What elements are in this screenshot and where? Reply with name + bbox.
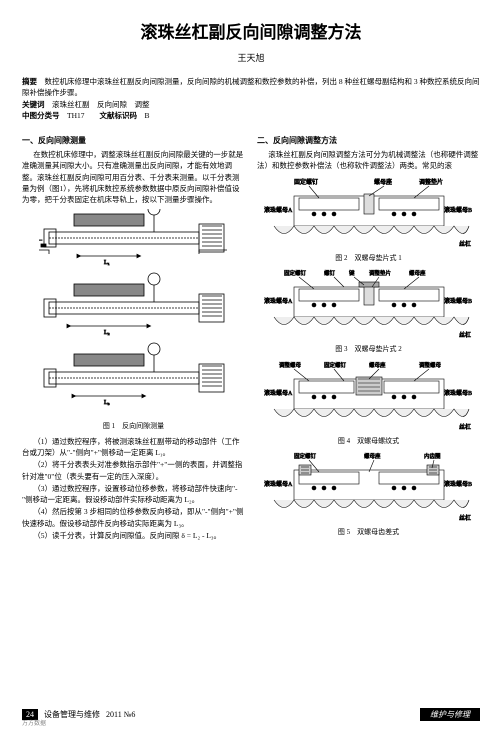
list-item: （4）然后按第 3 步相同的位移参数反向移动，即从"-"侧向"+"侧快速移动。假…: [22, 506, 245, 529]
list-item: （2）将千分表表头对准参数指示部件"+"一侧的表面，并调整指针对准"0"位（表头…: [22, 459, 245, 482]
doccode: B: [145, 111, 150, 120]
svg-text:螺母座: 螺母座: [374, 178, 392, 186]
figure-1-caption: 图 1 反向间隙测量: [22, 421, 245, 432]
svg-text:内齿圈: 内齿圈: [424, 452, 441, 460]
svg-text:固定螺钉: 固定螺钉: [324, 361, 347, 369]
svg-text:滚珠螺母B: 滚珠螺母B: [444, 389, 472, 397]
source-watermark: 万方数据: [22, 718, 46, 727]
svg-text:滚珠螺母A: 滚珠螺母A: [264, 389, 293, 397]
figure-3: 固定螺钉 螺钉 键 调整垫片 螺母座 滚珠螺母A 滚珠螺母B 丝杠: [257, 267, 480, 355]
section-2-heading: 二、反向间隙调整方法: [257, 135, 480, 147]
list-item: （3）通过数控程序，设置移动位移参数，将移动部件快速向"-"侧移动一定距离。假设…: [22, 483, 245, 506]
svg-text:−: −: [39, 238, 43, 244]
list-item: （5）读千分表，计算反向间隙值。反向间隙 δ = L₂ - L₃。: [22, 530, 245, 541]
svg-text:螺母座: 螺母座: [409, 269, 426, 277]
figure-2: 固定螺钉 螺母座 调整垫片 滚珠螺母A 滚珠螺母B 丝杠: [257, 176, 480, 264]
issue-number: 2011 №6: [106, 710, 135, 719]
list-item: （1）通过数控程序，将被测滚珠丝杠副带动的移动部件（工作台或刀架）从"-"侧向"…: [22, 436, 245, 459]
figure-1: L₁ −: [22, 209, 245, 432]
svg-text:滚珠螺母A: 滚珠螺母A: [264, 297, 293, 305]
figure-5: 固定螺钉 螺母座 内齿圈 滚珠螺母A 滚珠螺母B 丝杠: [257, 450, 480, 538]
page-title: 滚珠丝杠副反向间隙调整方法: [22, 18, 480, 43]
page-footer: 24 设备管理与维修 2011 №6 维护与修理: [0, 708, 502, 721]
svg-text:丝杠: 丝杠: [459, 240, 471, 248]
keywords-label: 关键词: [22, 100, 45, 109]
author: 王天旭: [22, 51, 480, 64]
magazine-name: 设备管理与维修: [44, 709, 100, 720]
abstract-text: 数控机床修理中滚珠丝杠副反向间隙测量，反向间隙的机械调整和数控参数的补偿，列出 …: [22, 77, 480, 97]
section-badge: 维护与修理: [420, 708, 480, 721]
section-1-para-1: 在数控机床修理中，调整滚珠丝杠副反向间隙最关键的一步就是准确测量其间隙大小。只有…: [22, 149, 245, 205]
section-2-para-1: 滚珠丝杠副反向间隙调整方法可分为机械调整法（也称硬件调整法）和数控参数补偿法（也…: [257, 149, 480, 172]
abstract-block: 摘要 数控机床修理中滚珠丝杠副反向间隙测量，反向间隙的机械调整和数控参数的补偿，…: [22, 76, 480, 121]
two-column-layout: 一、反向间隙测量 在数控机床修理中，调整滚珠丝杠副反向间隙最关键的一步就是准确测…: [22, 131, 480, 542]
svg-text:L₂: L₂: [104, 330, 110, 336]
figure-3-caption: 图 3 双螺母垫片式 2: [257, 344, 480, 355]
svg-text:调整垫片: 调整垫片: [369, 269, 391, 277]
svg-text:滚珠螺母A: 滚珠螺母A: [264, 480, 293, 488]
svg-text:螺钉: 螺钉: [324, 269, 336, 277]
classnum-label: 中图分类号: [22, 111, 60, 120]
svg-text:固定螺钉: 固定螺钉: [284, 269, 307, 277]
svg-text:L₃: L₃: [104, 400, 110, 406]
section-1-steps: （1）通过数控程序，将被测滚珠丝杠副带动的移动部件（工作台或刀架）从"-"侧向"…: [22, 436, 245, 541]
svg-text:丝杠: 丝杠: [459, 331, 471, 339]
right-column: 二、反向间隙调整方法 滚珠丝杠副反向间隙调整方法可分为机械调整法（也称硬件调整法…: [257, 131, 480, 542]
svg-text:固定螺钉: 固定螺钉: [294, 452, 317, 460]
figure-4: 调整螺母 固定螺钉 螺母座 调整螺母 滚珠螺母A 滚珠螺母B 丝杠: [257, 359, 480, 447]
keywords: 滚珠丝杠副 反向间隙 调整: [52, 100, 150, 109]
svg-text:调整螺母: 调整螺母: [419, 361, 442, 369]
svg-text:键: 键: [349, 269, 355, 277]
svg-text:滚珠螺母B: 滚珠螺母B: [444, 480, 472, 488]
section-1-heading: 一、反向间隙测量: [22, 135, 245, 147]
svg-text:丝杠: 丝杠: [459, 514, 471, 522]
figure-2-caption: 图 2 双螺母垫片式 1: [257, 253, 480, 264]
svg-text:螺母座: 螺母座: [369, 361, 386, 369]
svg-text:滚珠螺母B: 滚珠螺母B: [444, 297, 472, 305]
doccode-label: 文献标识码: [100, 111, 138, 120]
svg-text:固定螺钉: 固定螺钉: [294, 178, 318, 186]
figure-5-caption: 图 5 双螺母齿差式: [257, 527, 480, 538]
classnum: TH17: [67, 111, 85, 120]
svg-text:滚珠螺母B: 滚珠螺母B: [444, 206, 472, 214]
svg-text:滚珠螺母A: 滚珠螺母A: [264, 206, 293, 214]
abstract-label: 摘要: [22, 77, 37, 86]
svg-text:螺母座: 螺母座: [364, 452, 381, 460]
svg-text:丝杠: 丝杠: [459, 423, 471, 431]
svg-text:调整垫片: 调整垫片: [419, 178, 443, 186]
svg-text:L₁: L₁: [104, 260, 110, 266]
figure-4-caption: 图 4 双螺母螺纹式: [257, 436, 480, 447]
svg-text:调整螺母: 调整螺母: [279, 361, 302, 369]
left-column: 一、反向间隙测量 在数控机床修理中，调整滚珠丝杠副反向间隙最关键的一步就是准确测…: [22, 131, 245, 542]
